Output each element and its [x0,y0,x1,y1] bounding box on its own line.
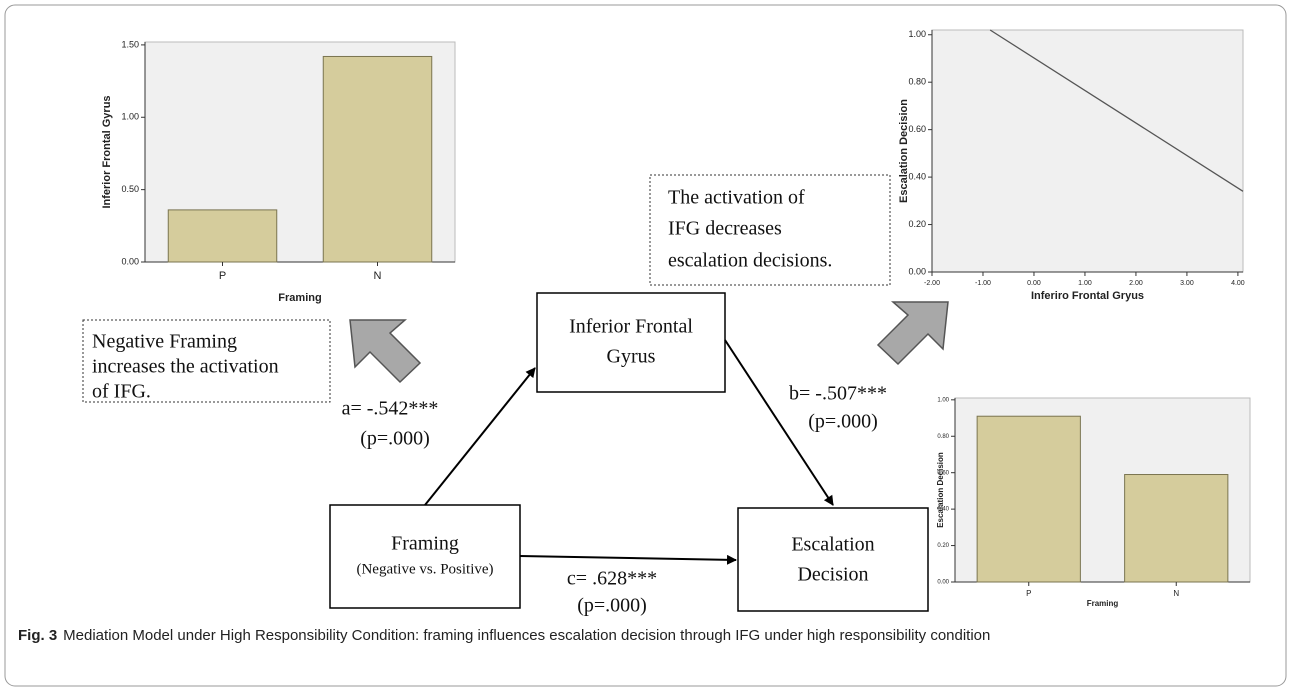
x-axis-label: Framing [278,292,321,304]
edge-label: a= -.542*** [342,398,439,420]
note-text: Negative Framing [92,331,237,353]
edge [724,339,834,506]
edge-label: c= .628*** [567,568,657,590]
edge [424,367,536,506]
y-tick-label: 1.00 [937,397,949,403]
line [989,29,1244,192]
y-tick-label: 0.80 [908,77,926,87]
note-box [82,319,331,403]
y-axis-label: Escalation Decision [936,452,945,528]
node-box [536,292,726,393]
caption: Fig. 3 Mediation Model under High Respons… [18,624,1258,648]
y-tick-label: 1.00 [908,29,926,39]
note-text: The activation of [668,187,805,209]
x-tick-label: P [219,270,226,282]
edge-label: (p=.000) [577,595,647,617]
node-label: Framing [391,533,459,555]
y-tick-label: 0.40 [937,507,949,513]
x-tick-label: N [374,270,382,282]
y-tick-label: 0.20 [908,219,926,229]
y-axis-label: Escalation Decision [898,99,910,203]
x-tick-label: N [1173,589,1179,598]
edge-label: (p=.000) [360,428,430,450]
figure-border [4,4,1287,687]
x-tick-label: -1.00 [975,280,991,287]
x-axis-label: Framing [1087,599,1119,608]
bar [322,55,433,263]
block-arrow [876,301,949,366]
note-text: increases the activation [92,356,279,378]
y-tick-label: 0.50 [121,184,139,194]
y-tick-label: 0.20 [937,543,949,549]
note-text: of IFG. [92,381,151,403]
y-tick-label: 0.00 [937,580,949,586]
y-tick-label: 0.60 [908,124,926,134]
bar [1124,474,1229,583]
y-tick-label: 1.50 [121,39,139,49]
node-box [329,504,521,609]
bar [976,415,1081,583]
node-box [737,507,929,612]
node-label: Decision [797,564,868,586]
node-label: Gyrus [607,346,656,368]
plot-area [931,29,1244,273]
caption-label: Fig. 3 [18,627,58,644]
y-tick-label: 0.00 [908,266,926,276]
y-tick-label: 1.00 [121,112,139,122]
node-label: Inferior Frontal [569,316,693,338]
edge-label: (p=.000) [808,411,878,433]
x-tick-label: 1.00 [1078,280,1092,287]
note-text: escalation decisions. [668,250,832,272]
x-axis-label: Inferiro Frontal Gryus [1031,290,1144,302]
x-tick-label: 4.00 [1231,280,1245,287]
y-tick-label: 0.40 [908,171,926,181]
note-box [649,174,891,286]
x-tick-label: -2.00 [924,280,940,287]
x-tick-label: 0.00 [1027,280,1041,287]
edge-label: b= -.507*** [789,383,887,405]
note-text: IFG decreases [668,218,782,240]
x-tick-label: 3.00 [1180,280,1194,287]
x-tick-label: 2.00 [1129,280,1143,287]
edge [519,554,737,565]
y-tick-label: 0.00 [121,256,139,266]
x-tick-label: P [1026,589,1031,598]
y-tick-label: 0.80 [937,434,949,440]
block-arrow [349,319,422,384]
y-tick-label: 0.60 [937,470,949,476]
y-axis-label: Inferior Frontal Gyrus [101,95,113,208]
bar [167,209,278,263]
caption-text: Mediation Model under High Responsibilit… [63,627,991,644]
node-label: (Negative vs. Positive) [356,561,493,577]
node-label: Escalation [791,534,874,556]
